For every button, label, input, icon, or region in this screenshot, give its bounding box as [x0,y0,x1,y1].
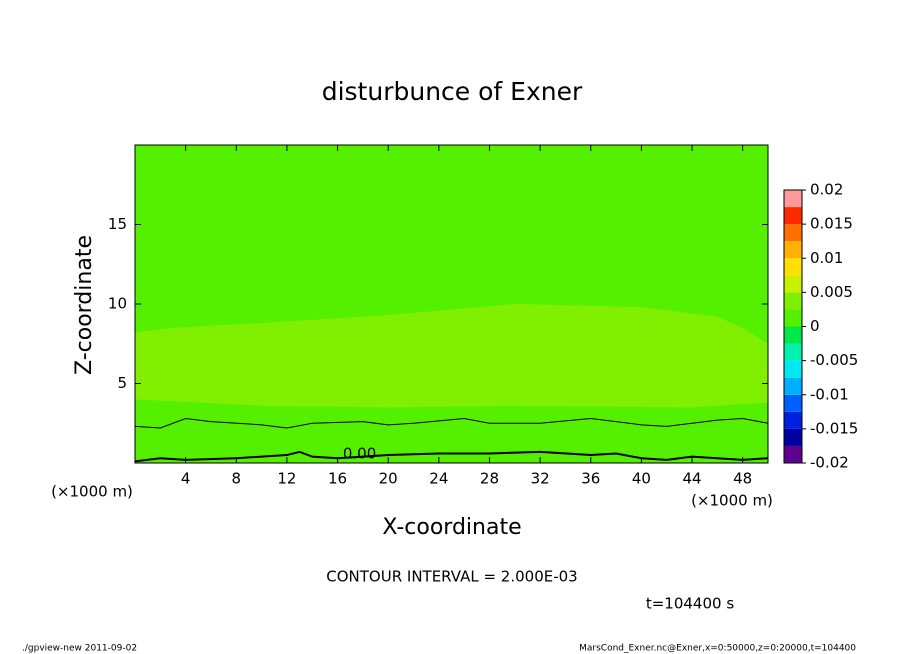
colorbar-band [784,309,802,327]
x-tick-label: 20 [379,470,398,488]
time-label: t=104400 s [646,595,734,613]
y-axis-label: Z-coordinate [72,235,97,375]
footer-left: ./gpview-new 2011-09-02 [22,644,137,654]
colorbar-band [784,394,802,412]
chart-title: disturbunce of Exner [322,77,583,106]
x-tick-label: 36 [581,470,600,488]
contour-label: 0.00 [343,445,376,463]
x-tick-label: 28 [480,470,499,488]
y-tick-label: 5 [117,374,127,392]
y-tick-label: 15 [108,215,127,233]
colorbar-tick-label: -0.015 [810,419,858,437]
contour-line [135,417,768,429]
filled-region [135,145,768,463]
colorbar-band [784,224,802,242]
colorbar-band [784,343,802,361]
y-unit-label: (×1000 m) [51,483,133,501]
x-axis-label: X-coordinate [382,515,521,540]
x-tick-label: 4 [181,470,191,488]
x-tick-label: 40 [632,470,651,488]
colorbar-tick-label: 0.005 [810,283,853,301]
colorbar-band [784,326,802,344]
colorbar-band [784,360,802,378]
colorbar-tick-label: -0.01 [810,385,849,403]
colorbar-band [784,275,802,293]
colorbar-band [784,428,802,446]
colorbar-band [784,292,802,310]
y-tick-label: 10 [108,295,127,313]
colorbar-tick-label: 0 [810,317,820,335]
x-tick-label: 12 [277,470,296,488]
x-tick-label: 24 [429,470,448,488]
contour-interval: CONTOUR INTERVAL = 2.000E-03 [326,568,577,586]
colorbar-tick-label: 0.01 [810,249,843,267]
x-tick-label: 16 [328,470,347,488]
filled-region [135,304,768,408]
footer-right: MarsCond_Exner.nc@Exner,x=0:50000,z=0:20… [579,644,856,654]
x-tick-label: 48 [733,470,752,488]
colorbar-band [784,377,802,395]
colorbar-tick-label: -0.005 [810,351,858,369]
colorbar-band [784,411,802,429]
colorbar-tick-label: -0.02 [810,454,849,472]
colorbar-band [784,258,802,276]
colorbar-band [784,207,802,225]
x-tick-label: 44 [682,470,701,488]
x-unit-label: (×1000 m) [691,492,773,510]
colorbar-band [784,190,802,208]
x-tick-label: 32 [531,470,550,488]
colorbar-tick-label: 0.015 [810,215,853,233]
colorbar-band [784,445,802,463]
colorbar-tick-label: 0.02 [810,181,843,199]
x-tick-label: 8 [232,470,242,488]
colorbar-band [784,241,802,259]
